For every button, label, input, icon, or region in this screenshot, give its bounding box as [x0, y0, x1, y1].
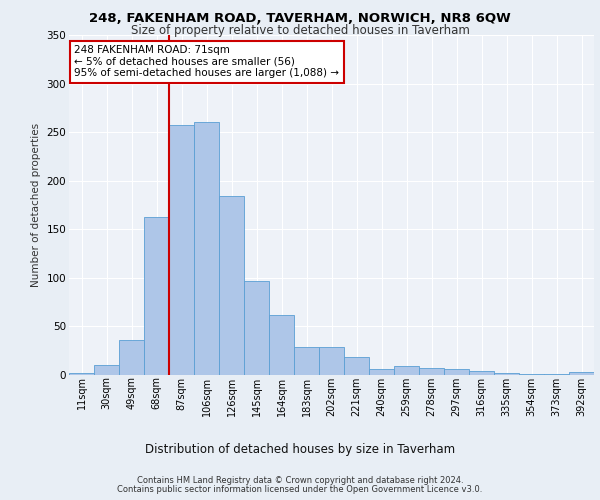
Text: Distribution of detached houses by size in Taverham: Distribution of detached houses by size … [145, 442, 455, 456]
Bar [444, 369, 469, 375]
Bar [369, 369, 394, 375]
Bar [94, 366, 119, 375]
Text: 248 FAKENHAM ROAD: 71sqm
← 5% of detached houses are smaller (56)
95% of semi-de: 248 FAKENHAM ROAD: 71sqm ← 5% of detache… [74, 45, 339, 78]
Bar [194, 122, 219, 375]
Text: Size of property relative to detached houses in Taverham: Size of property relative to detached ho… [131, 24, 469, 37]
Bar [144, 216, 169, 375]
Bar [169, 126, 194, 375]
Bar [319, 347, 344, 375]
Bar [119, 340, 144, 375]
Text: Contains public sector information licensed under the Open Government Licence v3: Contains public sector information licen… [118, 485, 482, 494]
Bar [344, 356, 369, 375]
Bar [294, 347, 319, 375]
Bar [219, 196, 244, 375]
Bar [419, 368, 444, 375]
Bar [544, 374, 569, 375]
Bar [519, 374, 544, 375]
Bar [269, 315, 294, 375]
Bar [394, 366, 419, 375]
Text: 248, FAKENHAM ROAD, TAVERHAM, NORWICH, NR8 6QW: 248, FAKENHAM ROAD, TAVERHAM, NORWICH, N… [89, 12, 511, 24]
Bar [69, 373, 94, 375]
Text: Contains HM Land Registry data © Crown copyright and database right 2024.: Contains HM Land Registry data © Crown c… [137, 476, 463, 485]
Y-axis label: Number of detached properties: Number of detached properties [31, 123, 41, 287]
Bar [569, 372, 594, 375]
Bar [244, 281, 269, 375]
Bar [494, 373, 519, 375]
Bar [469, 371, 494, 375]
